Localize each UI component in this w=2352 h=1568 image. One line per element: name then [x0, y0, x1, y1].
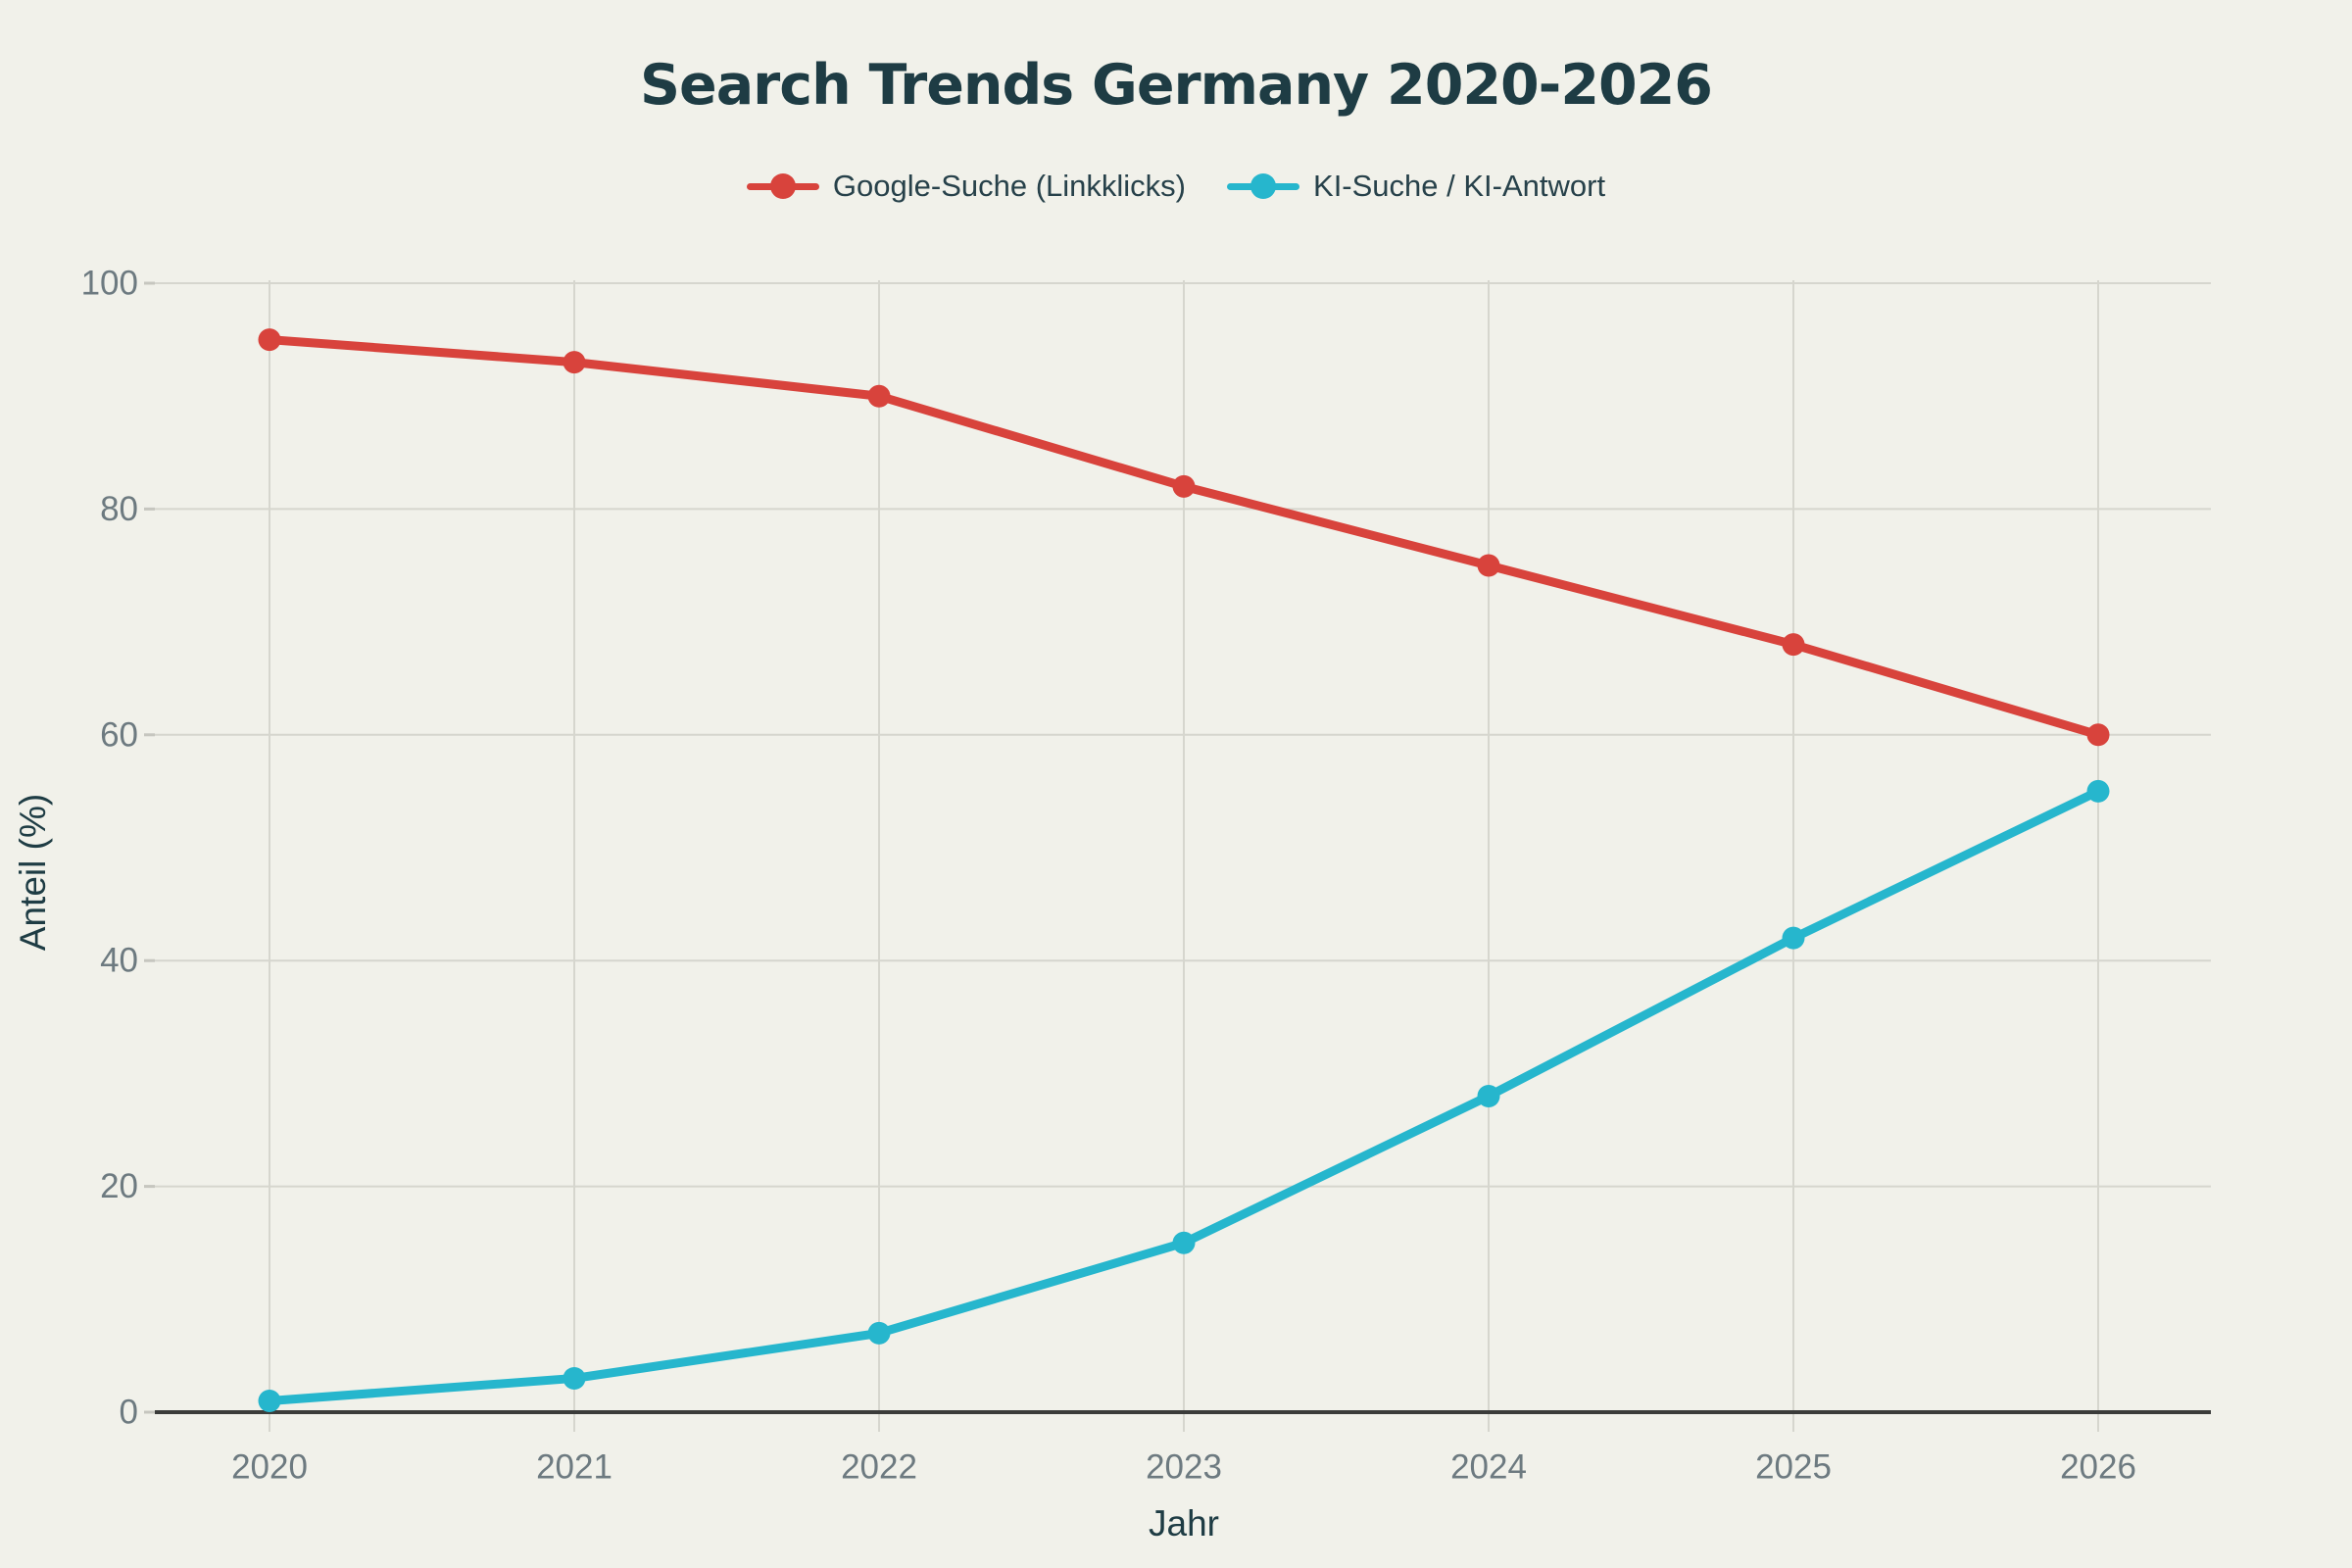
y-tick-label-20: 20	[100, 1167, 138, 1205]
y-tick-label-60: 60	[100, 715, 138, 754]
y-tick-label-100: 100	[81, 265, 138, 303]
legend-line-dot-icon	[1227, 172, 1300, 201]
chart-title: Search Trends Germany 2020-2026	[640, 53, 1713, 118]
data-point-google-suche-linkklicks-2025	[1782, 633, 1805, 657]
legend-label: KI-Suche / KI-Antwort	[1313, 169, 1606, 203]
chart-legend: Google-Suche (Linkklicks) KI-Suche / KI-…	[0, 169, 2352, 204]
data-point-google-suche-linkklicks-2026	[2086, 723, 2110, 747]
data-point-ki-suche-ki-antwort-2026	[2086, 779, 2110, 803]
data-point-google-suche-linkklicks-2020	[258, 328, 281, 352]
x-tick-label-2024: 2024	[1450, 1448, 1527, 1487]
data-point-google-suche-linkklicks-2024	[1477, 554, 1500, 577]
y-tick-label-80: 80	[100, 490, 138, 528]
x-axis-title: Jahr	[1149, 1503, 1219, 1544]
x-tick-label-2020: 2020	[231, 1448, 308, 1487]
data-point-ki-suche-ki-antwort-2023	[1172, 1231, 1196, 1254]
legend-item-ki-suche[interactable]: KI-Suche / KI-Antwort	[1227, 169, 1605, 204]
x-tick-label-2025: 2025	[1755, 1448, 1832, 1487]
data-point-google-suche-linkklicks-2022	[867, 384, 891, 408]
y-tick-label-0: 0	[120, 1394, 138, 1432]
x-tick-label-2021: 2021	[536, 1448, 612, 1487]
data-point-ki-suche-ki-antwort-2025	[1782, 926, 1805, 950]
data-point-google-suche-linkklicks-2023	[1172, 474, 1196, 498]
data-point-ki-suche-ki-antwort-2022	[867, 1321, 891, 1345]
data-point-ki-suche-ki-antwort-2024	[1477, 1084, 1500, 1107]
y-tick-label-40: 40	[100, 942, 138, 980]
x-tick-label-2023: 2023	[1146, 1448, 1222, 1487]
legend-label: Google-Suche (Linkklicks)	[832, 169, 1187, 203]
x-tick-label-2022: 2022	[841, 1448, 917, 1487]
legend-item-google-suche[interactable]: Google-Suche (Linkklicks)	[746, 169, 1187, 204]
data-point-ki-suche-ki-antwort-2021	[563, 1366, 586, 1390]
data-point-google-suche-linkklicks-2021	[563, 351, 586, 374]
legend-line-dot-icon	[746, 172, 819, 201]
data-point-ki-suche-ki-antwort-2020	[258, 1389, 281, 1412]
x-tick-label-2026: 2026	[2060, 1448, 2136, 1487]
